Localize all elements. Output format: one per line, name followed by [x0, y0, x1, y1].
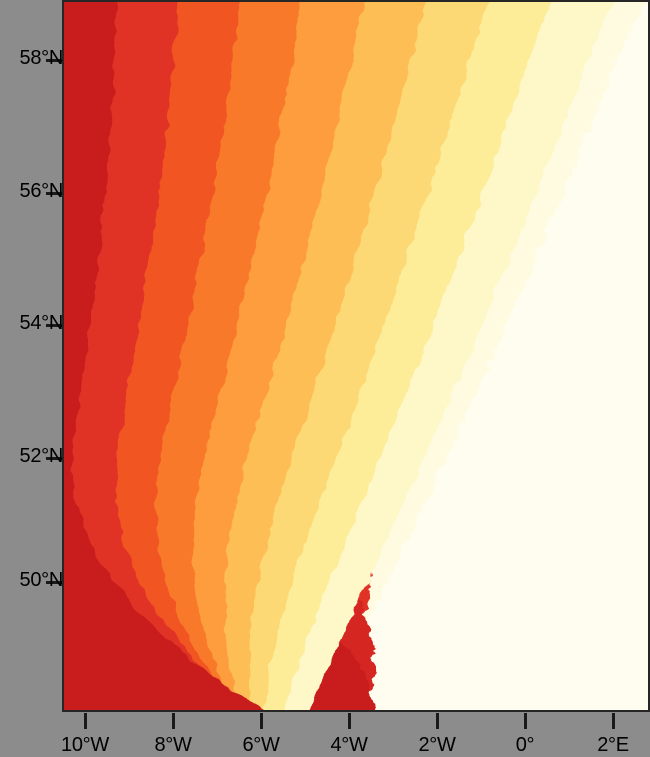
x-tick-mark — [172, 713, 175, 729]
x-tick-label: 0° — [515, 734, 535, 756]
contour-band — [64, 2, 252, 710]
x-tick-label: 4°W — [330, 734, 368, 756]
x-tick-mark — [436, 713, 439, 729]
y-tick-mark — [46, 324, 62, 327]
y-tick-label: 58°N — [19, 47, 64, 69]
y-tick-mark — [46, 457, 62, 460]
y-tick-mark — [46, 581, 62, 584]
x-tick-label: 10°W — [61, 734, 109, 756]
x-tick-label: 2°W — [418, 734, 456, 756]
y-tick-mark — [46, 192, 62, 195]
x-tick-mark — [260, 713, 263, 729]
y-tick-label: 54°N — [19, 312, 64, 334]
x-tick-mark — [612, 713, 615, 729]
filled-contour-layer — [64, 2, 648, 710]
x-tick-mark — [348, 713, 351, 729]
y-tick-mark — [46, 59, 62, 62]
contour-band — [64, 2, 267, 710]
x-tick-mark — [524, 713, 527, 729]
y-tick-label: 52°N — [19, 445, 64, 467]
y-tick-label: 50°N — [19, 569, 64, 591]
x-tick-label: 2°E — [597, 734, 629, 756]
x-tick-label: 8°W — [154, 734, 192, 756]
x-tick-label: 6°W — [242, 734, 280, 756]
y-tick-label: 56°N — [19, 180, 64, 202]
x-tick-mark — [84, 713, 87, 729]
map-plot-area[interactable] — [62, 0, 650, 712]
